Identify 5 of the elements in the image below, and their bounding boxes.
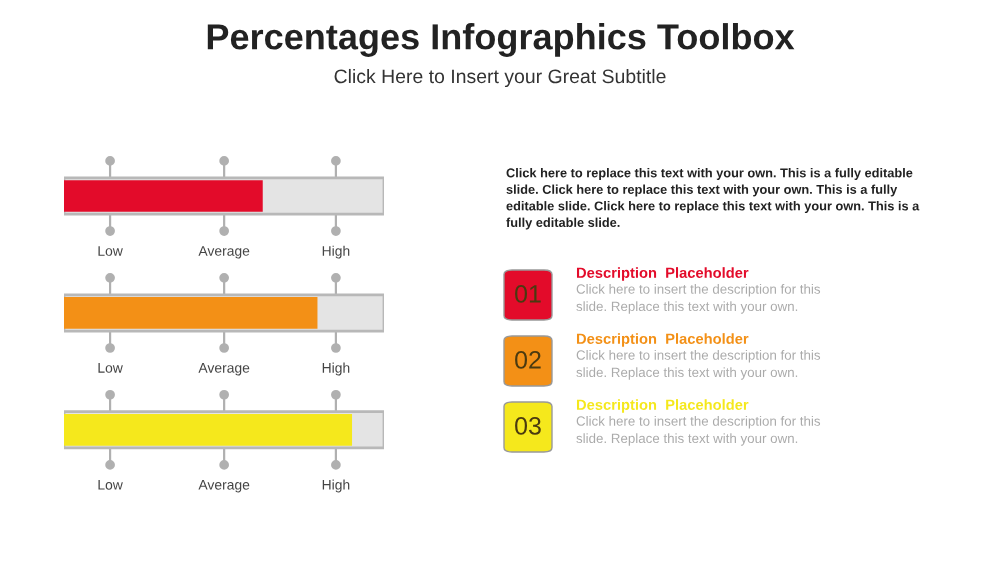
text: Percentages Infographics Toolbox [207,23,795,57]
text: Click Here to Insert your Great Subtitle [334,68,666,88]
text: 01 [515,285,541,303]
text: 02 [515,351,541,369]
text: 03 [515,417,541,435]
